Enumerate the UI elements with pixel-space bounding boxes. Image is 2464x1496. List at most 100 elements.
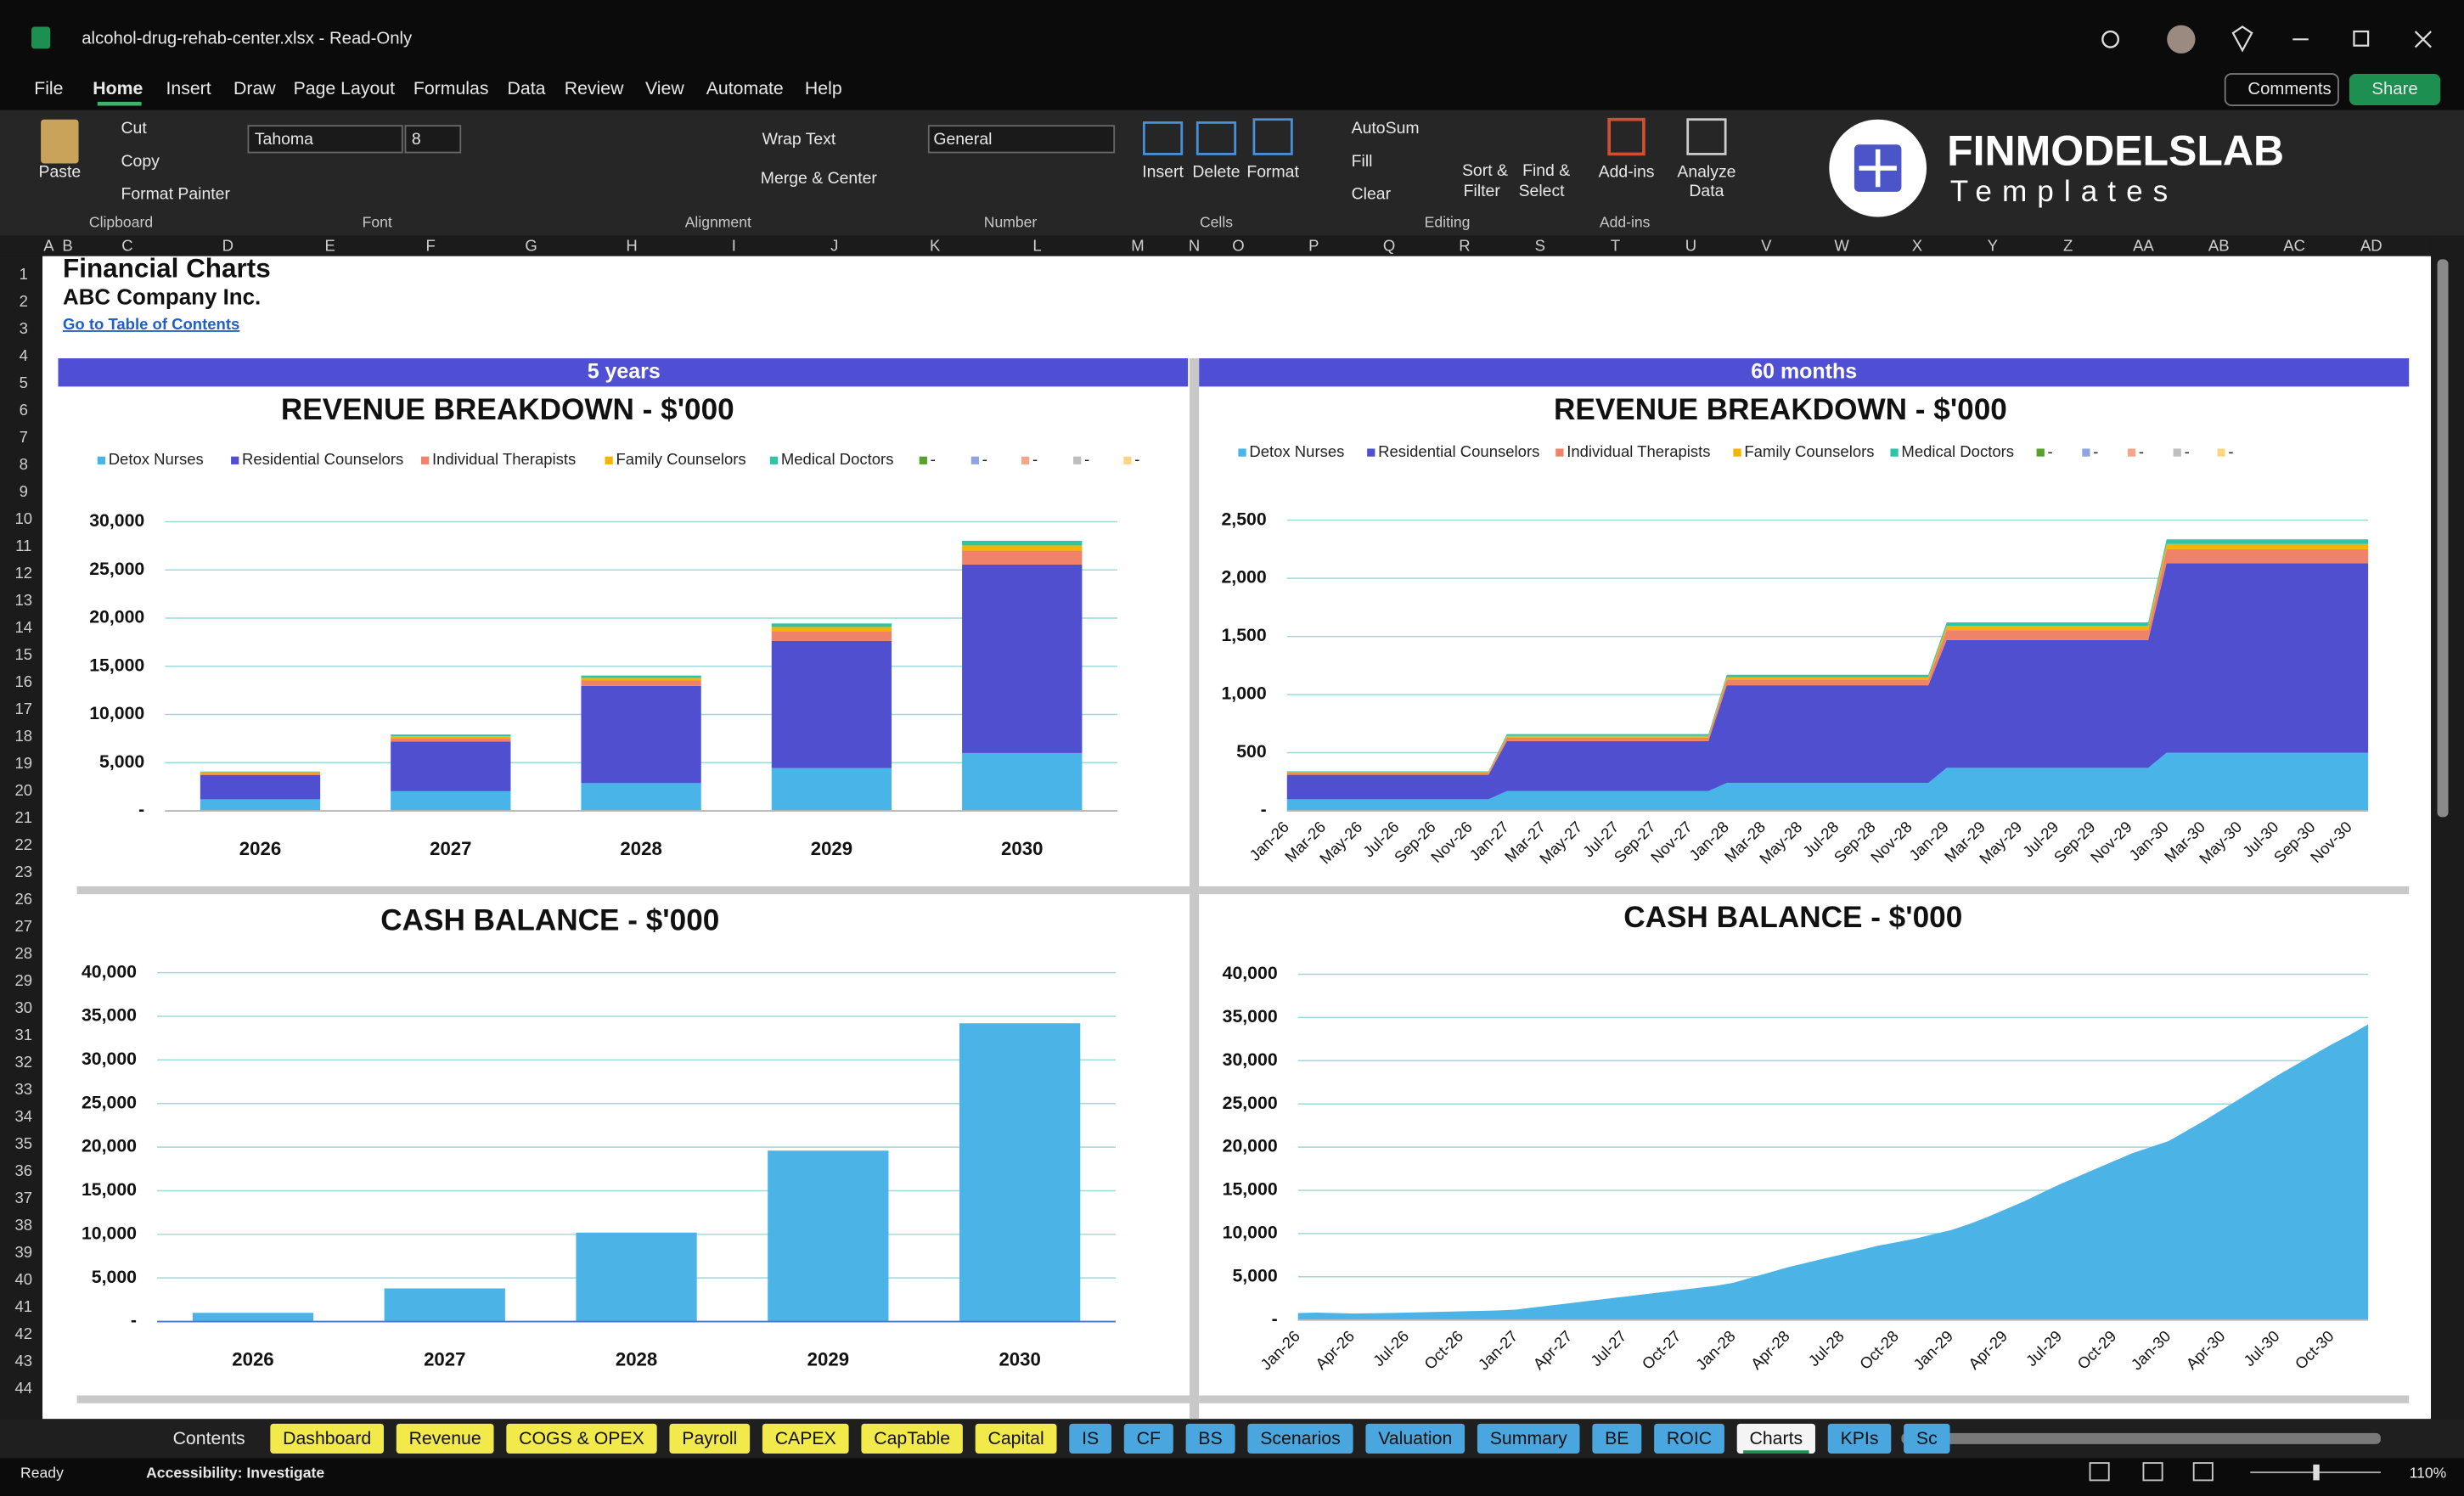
menu-item[interactable]: Draw — [233, 78, 276, 98]
format-cells-icon[interactable] — [1252, 118, 1293, 155]
column-header[interactable]: F — [425, 236, 435, 254]
ribbon-button[interactable]: Copy — [121, 152, 160, 171]
column-header[interactable]: L — [1032, 236, 1041, 254]
column-header[interactable]: H — [626, 236, 637, 254]
column-header[interactable]: W — [1834, 236, 1849, 254]
column-header[interactable]: X — [1912, 236, 1922, 254]
share-label[interactable]: Share — [2371, 80, 2417, 98]
row-header[interactable]: 2 — [20, 292, 28, 310]
row-header[interactable]: 43 — [14, 1352, 32, 1369]
row-header[interactable]: 13 — [14, 591, 32, 609]
ribbon-button[interactable]: Format Painter — [121, 185, 231, 204]
insert-cells-icon[interactable] — [1142, 121, 1184, 155]
restore-button[interactable] — [2353, 30, 2370, 47]
column-header[interactable]: S — [1535, 236, 1545, 254]
page-break-button[interactable] — [2192, 1462, 2214, 1482]
column-header[interactable]: AB — [2208, 236, 2230, 254]
sheet-tab[interactable] — [506, 1423, 657, 1454]
search-icon[interactable] — [2101, 30, 2120, 48]
ribbon-button[interactable]: Sort & — [1462, 161, 1508, 180]
sheet-tab[interactable] — [1654, 1423, 1724, 1454]
sheet-tab-label[interactable]: Dashboard — [283, 1428, 371, 1448]
row-header[interactable]: 42 — [14, 1324, 32, 1342]
sheet-tab[interactable] — [669, 1423, 751, 1454]
sheet-tab[interactable] — [1477, 1423, 1580, 1454]
row-header[interactable]: 15 — [14, 645, 32, 663]
ribbon-button[interactable]: Add-ins — [1599, 163, 1655, 182]
row-header[interactable]: 1 — [20, 265, 28, 283]
comments-button[interactable] — [2224, 73, 2339, 106]
diamond-icon[interactable] — [2231, 25, 2253, 53]
column-header[interactable]: M — [1131, 236, 1144, 254]
row-header[interactable]: 4 — [20, 346, 28, 364]
row-header[interactable]: 30 — [14, 998, 32, 1016]
toc-link[interactable]: Go to Table of Contents — [63, 315, 239, 333]
ribbon-button[interactable]: AutoSum — [1352, 119, 1420, 138]
sheet-tab[interactable] — [1592, 1423, 1642, 1454]
menu-item[interactable]: Help — [805, 78, 842, 98]
column-header[interactable]: O — [1232, 236, 1244, 254]
ribbon-button[interactable]: Clear — [1352, 185, 1392, 204]
column-header[interactable]: U — [1685, 236, 1696, 254]
column-header[interactable]: J — [830, 236, 838, 254]
row-header[interactable]: 5 — [20, 374, 28, 391]
column-header[interactable]: T — [1611, 236, 1620, 254]
sheet-tab-label[interactable]: BE — [1605, 1428, 1629, 1448]
column-header[interactable]: P — [1308, 236, 1319, 254]
sheet-tab-label[interactable]: Capital — [987, 1428, 1044, 1448]
sheet-tab[interactable] — [1069, 1423, 1112, 1454]
sheet-tab[interactable] — [975, 1423, 1057, 1454]
ribbon-button[interactable]: 8 — [412, 130, 421, 149]
paste-icon[interactable] — [41, 119, 79, 164]
ribbon-button[interactable]: Analyze — [1677, 163, 1735, 182]
row-header[interactable]: 7 — [20, 428, 28, 446]
ribbon-button[interactable]: Select — [1519, 182, 1566, 200]
font-name-box[interactable] — [247, 125, 403, 154]
row-header[interactable]: 40 — [14, 1270, 32, 1288]
comments-label[interactable]: Comments — [2247, 80, 2331, 98]
sheet-tab[interactable] — [1123, 1423, 1173, 1454]
row-header[interactable]: 31 — [14, 1026, 32, 1043]
row-header[interactable]: 3 — [20, 319, 28, 337]
scroll-thumb[interactable] — [2437, 259, 2449, 818]
sheet-tab[interactable] — [762, 1423, 849, 1454]
ribbon-button[interactable]: Filter — [1464, 182, 1501, 200]
menu-item[interactable]: View — [645, 78, 684, 98]
column-header[interactable]: G — [525, 236, 537, 254]
row-header[interactable]: 6 — [20, 401, 28, 419]
avatar[interactable] — [2167, 25, 2196, 53]
zoom-level[interactable]: 110% — [2410, 1465, 2447, 1482]
sheet-tab[interactable] — [396, 1423, 494, 1454]
column-header[interactable]: N — [1189, 236, 1200, 254]
row-header[interactable]: 44 — [14, 1379, 32, 1397]
column-header[interactable]: B — [62, 236, 72, 254]
delete-cells-icon[interactable] — [1195, 121, 1237, 155]
ribbon-button[interactable]: Cut — [121, 119, 148, 138]
ribbon-button[interactable]: Data — [1689, 182, 1724, 200]
sheet-tab[interactable] — [861, 1423, 963, 1454]
row-header[interactable]: 20 — [14, 781, 32, 799]
row-header[interactable]: 38 — [14, 1216, 32, 1234]
row-header[interactable]: 17 — [14, 700, 32, 717]
normal-view-button[interactable] — [2089, 1462, 2110, 1482]
column-header[interactable]: E — [324, 236, 335, 254]
ribbon-button[interactable]: Format — [1246, 163, 1299, 182]
analyze-data-icon[interactable] — [1686, 118, 1727, 155]
column-header[interactable]: Z — [2063, 236, 2073, 254]
ribbon-button[interactable]: Paste — [38, 163, 81, 182]
row-header[interactable]: 27 — [14, 917, 32, 935]
sheet-tab-label[interactable]: CF — [1137, 1428, 1161, 1448]
column-header[interactable]: A — [43, 236, 54, 254]
column-header[interactable]: I — [732, 236, 736, 254]
horizontal-scroll-thumb[interactable] — [1901, 1432, 2381, 1444]
row-header[interactable]: 39 — [14, 1243, 32, 1261]
sheet-tab[interactable] — [1904, 1423, 1950, 1454]
sheet-tab-label[interactable]: COGS & OPEX — [519, 1428, 644, 1448]
sheet-tab-label[interactable]: Revenue — [409, 1428, 481, 1448]
ribbon-button[interactable]: Tahoma — [255, 130, 313, 149]
sheet-tab-label[interactable]: Contents — [173, 1428, 245, 1448]
sheet-tab-label[interactable]: Summary — [1490, 1428, 1567, 1448]
column-header[interactable]: V — [1761, 236, 1772, 254]
row-header[interactable]: 34 — [14, 1107, 32, 1125]
accessibility-status[interactable]: Accessibility: Investigate — [146, 1465, 324, 1482]
